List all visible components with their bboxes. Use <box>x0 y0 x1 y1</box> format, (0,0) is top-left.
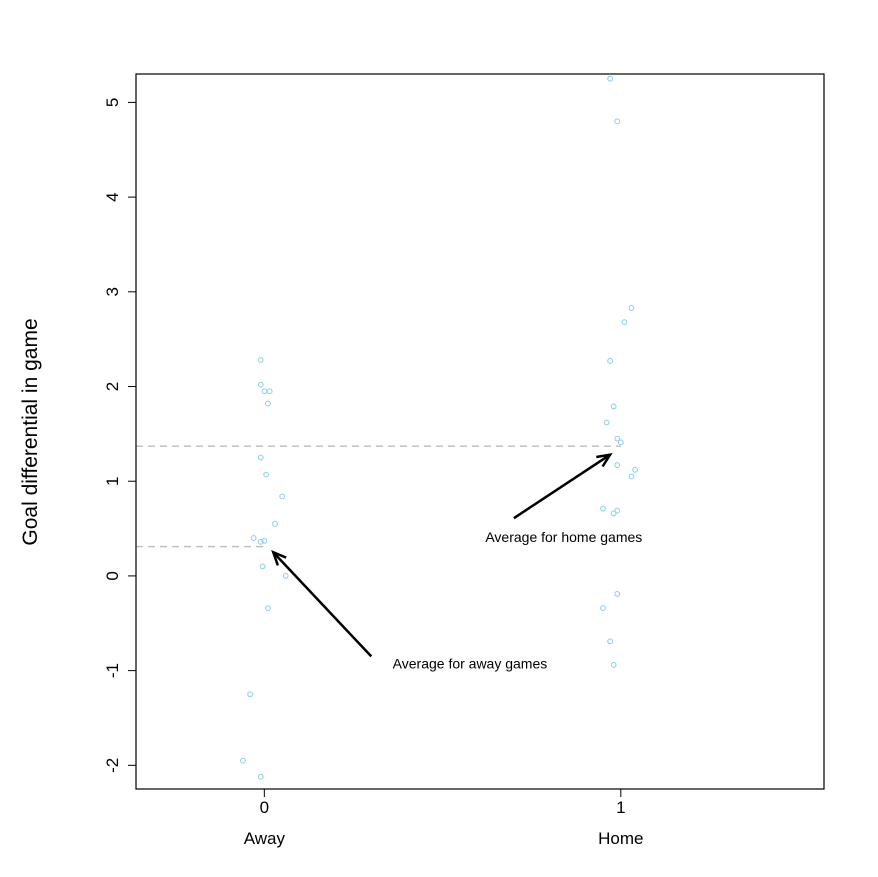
data-point <box>272 520 278 527</box>
data-point <box>614 591 621 597</box>
data-point <box>257 773 264 780</box>
plot-frame <box>135 73 825 790</box>
data-point <box>614 462 621 469</box>
annotation-arrow-1 <box>272 551 373 658</box>
data-point <box>610 662 617 668</box>
data-point <box>610 403 617 410</box>
data-point <box>264 605 271 612</box>
data-point <box>282 573 289 579</box>
y-tick-label: 4 <box>103 192 122 201</box>
data-point <box>257 538 264 545</box>
data-point <box>603 419 610 426</box>
data-point <box>266 388 273 395</box>
data-point <box>614 507 621 514</box>
annotation-texts: Average for away games Average for home g… <box>393 529 643 672</box>
data-point <box>240 757 246 764</box>
data-point <box>614 118 621 125</box>
data-point <box>628 305 635 311</box>
data-point <box>600 605 606 612</box>
x-tick-label: 0 <box>260 798 269 817</box>
data-point <box>257 357 264 363</box>
annotation-text-2: Average for home games <box>485 529 642 545</box>
data-point <box>279 493 286 500</box>
annotation-arrow-2 <box>513 453 611 520</box>
y-tick-label: 2 <box>103 382 122 391</box>
reference-lines <box>136 445 621 548</box>
data-point <box>250 535 257 541</box>
y-tick-label: -1 <box>103 663 122 678</box>
data-point <box>261 537 268 544</box>
annotation-arrowhead-2 <box>596 453 613 468</box>
x-category-label: Away <box>244 829 286 848</box>
data-points <box>240 75 638 780</box>
y-axis-title: Goal differential in game <box>19 318 42 545</box>
y-tick-label: -2 <box>103 758 122 773</box>
data-point <box>607 75 614 82</box>
x-tick-label: 1 <box>616 798 625 817</box>
data-point <box>607 358 614 364</box>
x-axis: 0 Away 1 Home <box>244 789 643 848</box>
data-point <box>257 454 264 461</box>
y-tick-label: 3 <box>103 287 122 296</box>
y-tick-label: 0 <box>103 571 122 580</box>
data-point <box>264 400 271 407</box>
data-point <box>607 638 614 645</box>
annotation-text-1: Average for away games <box>393 656 548 672</box>
data-point <box>257 381 264 388</box>
data-point <box>600 505 606 512</box>
annotation-arrows <box>271 453 613 658</box>
data-point <box>614 435 621 442</box>
data-point <box>617 439 624 446</box>
data-point <box>632 466 638 473</box>
y-axis: -2 -1 0 1 2 3 4 5 <box>103 98 136 773</box>
x-category-label: Home <box>598 829 643 848</box>
data-point <box>261 388 268 395</box>
data-point <box>259 563 266 570</box>
data-point <box>628 473 635 480</box>
data-point <box>247 691 253 698</box>
y-tick-label: 5 <box>103 98 122 107</box>
data-point <box>610 510 617 517</box>
annotation-arrowhead-1 <box>271 550 287 566</box>
data-point <box>263 471 270 478</box>
y-tick-label: 1 <box>103 476 122 485</box>
data-point <box>621 319 628 326</box>
